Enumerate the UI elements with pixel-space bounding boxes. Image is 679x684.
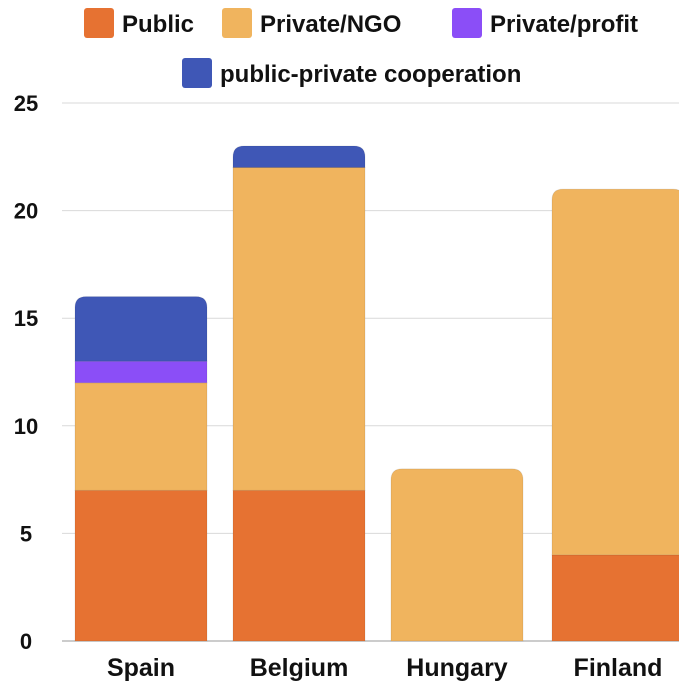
x-tick-label-hungary: Hungary — [406, 654, 508, 682]
legend-swatch-private-profit — [452, 8, 482, 38]
legend-swatch-public-private-cooperation — [182, 58, 212, 88]
legend-label-public: Public — [122, 11, 194, 38]
bar-belgium-public — [232, 489, 366, 642]
bar-belgium-public-private-cooperation — [232, 145, 366, 169]
bar-belgium-private-ngo — [232, 167, 366, 491]
bar-spain-private-ngo — [74, 382, 208, 491]
x-tick-label-finland: Finland — [574, 654, 663, 682]
bar-finland-public — [551, 554, 679, 642]
bar-hungary-private-ngo — [390, 468, 524, 642]
legend-label-public-private-cooperation: public-private cooperation — [220, 61, 521, 88]
y-tick-label: 10 — [14, 414, 38, 439]
legend-label-private-profit: Private/profit — [490, 11, 638, 38]
bar-spain-private-profit — [74, 360, 208, 384]
bar-spain-public-private-cooperation — [74, 296, 208, 362]
bar-finland-private-ngo — [551, 188, 679, 556]
x-tick-label-belgium: Belgium — [250, 654, 349, 682]
bar-spain-public — [74, 489, 208, 642]
x-tick-label-spain: Spain — [107, 654, 175, 682]
legend-swatch-private-ngo — [222, 8, 252, 38]
y-tick-label: 25 — [14, 91, 38, 116]
y-tick-label: 0 — [20, 629, 32, 654]
y-tick-label: 20 — [14, 199, 38, 224]
legend-label-private-ngo: Private/NGO — [260, 11, 401, 38]
y-tick-label: 5 — [20, 521, 32, 546]
y-tick-label: 15 — [14, 306, 38, 331]
legend-swatch-public — [84, 8, 114, 38]
